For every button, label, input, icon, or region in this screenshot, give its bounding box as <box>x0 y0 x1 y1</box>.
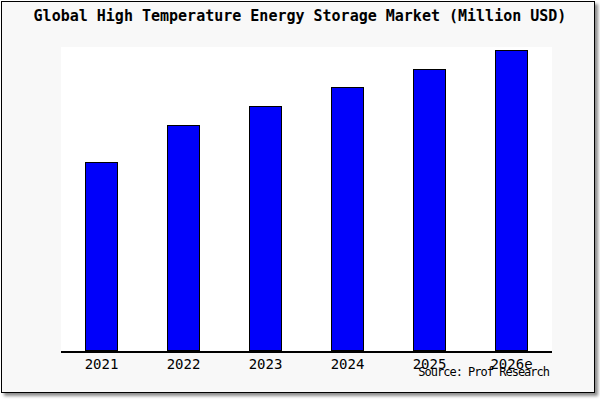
bar-2023 <box>249 106 282 351</box>
bar-2024 <box>331 87 364 351</box>
bar-2026e <box>495 50 528 351</box>
bar-2022 <box>167 125 200 351</box>
source-label: Source: Prof Research <box>0 365 549 379</box>
plot-area <box>61 47 552 353</box>
chart-canvas: Global High Temperature Energy Storage M… <box>0 0 600 400</box>
bar-2021 <box>85 162 118 351</box>
bar-2025 <box>413 69 446 351</box>
chart-title: Global High Temperature Energy Storage M… <box>0 7 600 25</box>
